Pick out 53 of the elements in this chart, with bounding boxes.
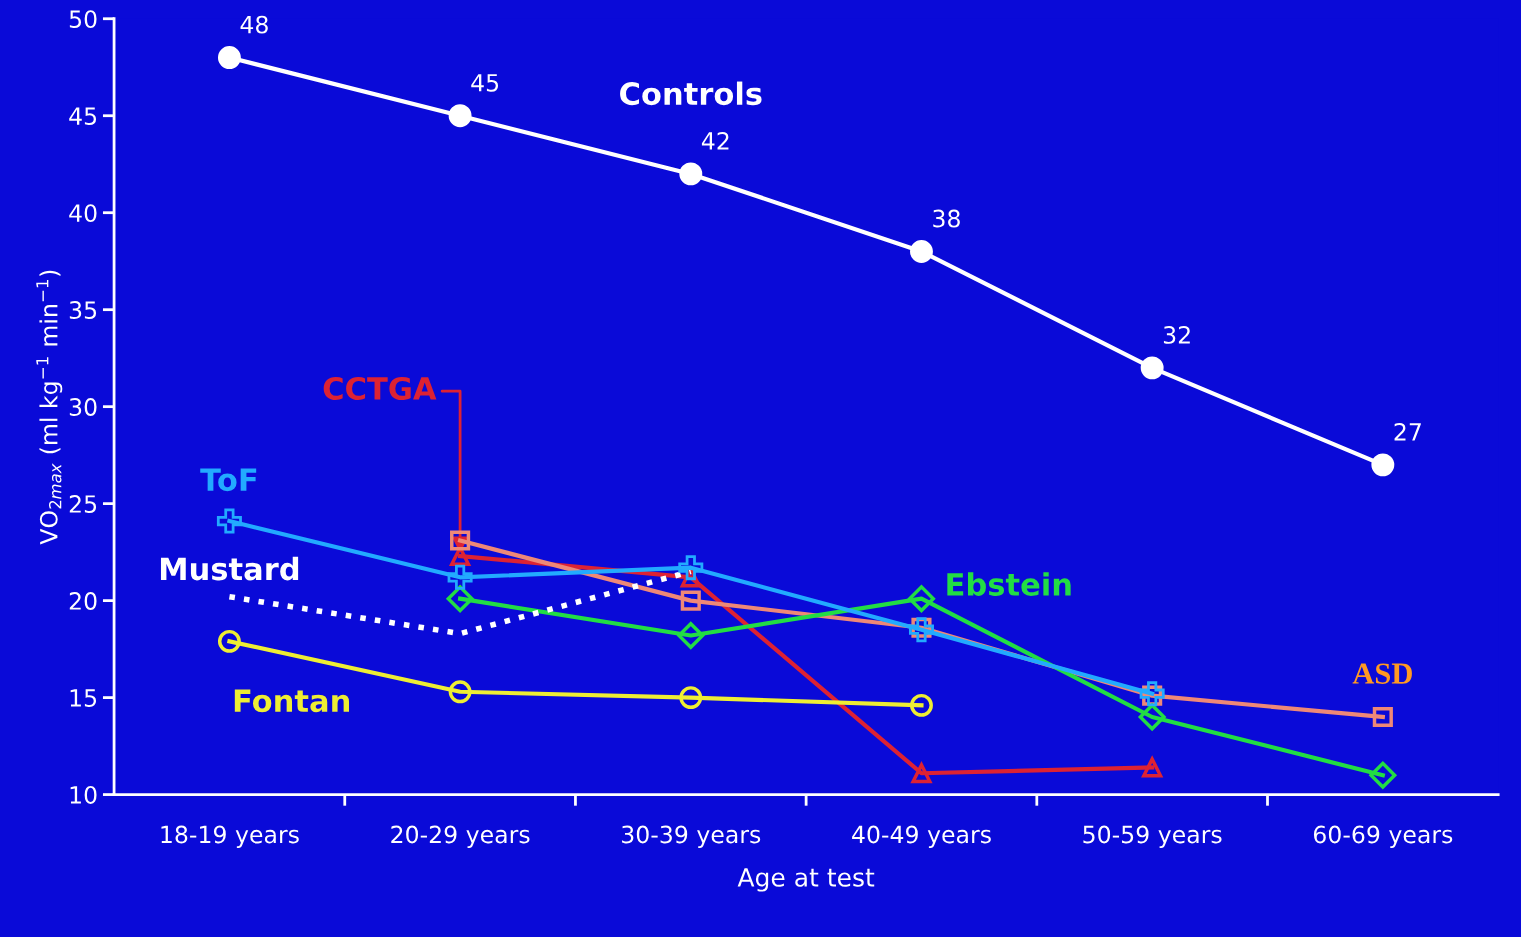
x-tick-label: 60-69 years [1313,825,1453,848]
point [910,240,933,263]
series-label: Controls [620,81,762,106]
y-tick-label: 50 [69,10,97,29]
point [447,564,473,590]
series-label: Ebstein [947,572,1071,596]
point [680,590,701,611]
point [217,629,241,653]
point [1140,356,1164,380]
point [910,693,933,717]
x-tick-label: 40-49 years [852,825,991,848]
y-tick-label: 35 [69,301,97,319]
series-label: ASD [1352,663,1412,684]
x-tick-label: 50-59 years [1083,825,1222,848]
y-tick-label: 10 [70,786,97,804]
point [1138,703,1166,731]
point [217,46,241,69]
point [1371,453,1395,477]
point [679,686,703,710]
y-tick-label: 30 [69,398,97,416]
point [1142,757,1163,778]
y-tick-label: 15 [70,689,97,707]
data-label: 45 [471,74,499,92]
series-label: ToF [200,468,257,492]
series-label: Mustard [160,556,299,581]
data-label: 38 [933,209,960,228]
point [908,617,934,643]
point [448,680,472,704]
text: CCTGA [323,376,437,401]
point [450,530,471,551]
y-axis-title: VO$_{2max}$ (ml kg$^{−1}$ min$^{−1}$) [36,270,63,545]
y-tick-label: 40 [69,204,97,223]
data-label: 32 [1163,325,1190,344]
point [679,162,703,186]
point [1369,761,1397,789]
y-tick-label: 20 [69,592,97,610]
point [677,622,705,650]
x-tick-label: 30-39 years [622,825,761,848]
point [448,104,472,128]
data-label: 42 [701,132,729,150]
series-label: Fontan [234,689,349,713]
x-axis-title: Age at test [737,868,875,892]
point [1372,706,1393,728]
y-tick-label: 25 [69,495,97,513]
point [678,555,704,581]
data-label: 27 [1394,422,1421,441]
y-tick-label: 45 [69,107,97,126]
point [216,508,242,534]
x-tick-label: 20-29 years [391,825,530,848]
data-label: 48 [240,15,268,34]
x-tick-label: 18-19 years [161,825,299,848]
point [911,763,932,784]
point [907,585,935,613]
